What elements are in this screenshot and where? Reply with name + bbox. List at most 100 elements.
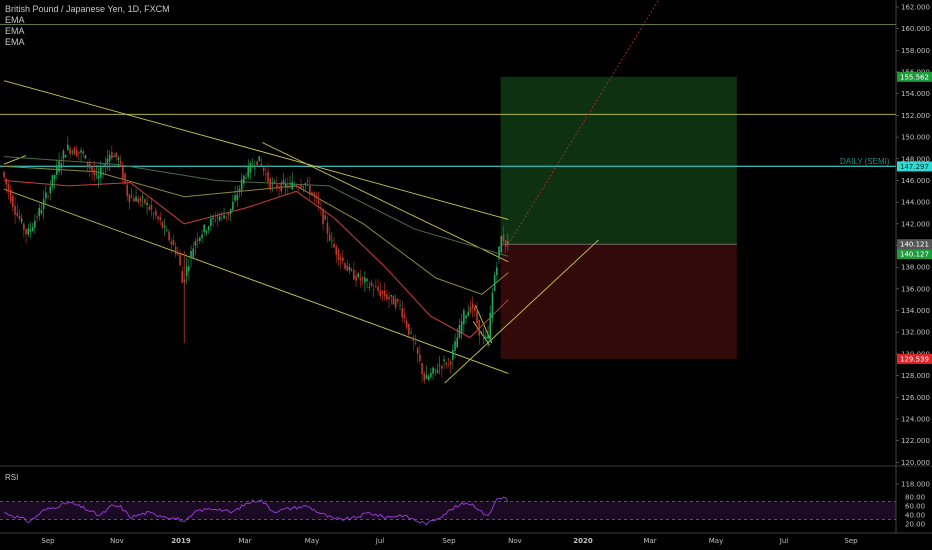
candle-body — [249, 163, 252, 173]
candle-body — [31, 227, 34, 232]
candle-body — [254, 167, 256, 169]
candle-body — [485, 336, 487, 339]
candle-body — [491, 292, 494, 319]
ema-label-1[interactable]: EMA — [5, 15, 25, 25]
candle-body — [458, 325, 461, 338]
time-tick-label: Sep — [41, 537, 55, 545]
candle-body — [390, 294, 393, 297]
candle-body — [192, 248, 195, 258]
candle-body — [117, 157, 120, 160]
candle-body — [423, 373, 426, 381]
time-tick-label: Jul — [779, 537, 789, 545]
price-tick-label: 148.000 — [901, 155, 930, 163]
candle-body — [432, 367, 434, 374]
trend-line — [472, 321, 491, 346]
rsi-tick-label: 20.00 — [905, 521, 925, 529]
candle-body — [67, 144, 69, 150]
rsi-panel — [0, 465, 932, 526]
candle-body — [482, 334, 485, 338]
price-tick-label: 134.000 — [901, 307, 930, 315]
candle-body — [73, 147, 76, 155]
candle-body — [487, 334, 489, 339]
candle-body — [49, 186, 52, 194]
ema-lines — [4, 156, 509, 339]
trend-line — [3, 188, 509, 374]
price-tick-label: 120.000 — [901, 459, 930, 467]
candle-body — [159, 217, 162, 220]
price-tick-label: 122.000 — [901, 437, 930, 445]
candle-body — [119, 160, 122, 164]
candle-body — [188, 266, 190, 271]
candle-body — [478, 320, 481, 336]
trend-line — [3, 155, 27, 165]
candle-body — [344, 262, 346, 269]
daily-semi-annotation: DAILY (SEMI) — [840, 157, 890, 166]
symbol-title[interactable]: British Pound / Japanese Yen, 1D, FXCM — [5, 4, 170, 14]
price-badge — [897, 353, 932, 364]
candle-body — [179, 254, 181, 266]
candle-body — [181, 270, 184, 283]
candle-body — [95, 173, 98, 176]
candle-body — [124, 173, 126, 184]
candle-body — [289, 182, 291, 184]
candle-body — [320, 207, 322, 209]
candle-body — [326, 222, 329, 234]
rsi-label[interactable]: RSI — [5, 473, 19, 482]
candle-body — [315, 195, 318, 197]
candle-body — [333, 243, 335, 248]
time-tick-label: Mar — [643, 537, 656, 545]
candle-body — [71, 151, 74, 153]
candle-body — [379, 290, 382, 296]
candle-body — [91, 166, 93, 172]
price-badge — [897, 161, 932, 172]
price-tick-label: 118.000 — [901, 481, 930, 489]
ema-label-2[interactable]: EMA — [5, 26, 25, 36]
candle-body — [273, 181, 276, 183]
rsi-line — [4, 496, 509, 526]
candle-body — [474, 306, 476, 312]
candle-body — [476, 311, 478, 324]
candle-body — [225, 215, 228, 217]
price-tick-label: 158.000 — [901, 47, 930, 55]
candle-body — [97, 175, 100, 179]
candle-body — [366, 279, 368, 281]
candle-body — [386, 294, 388, 300]
candle-body — [337, 249, 340, 261]
candle-body — [293, 185, 296, 187]
candle-body — [80, 150, 82, 153]
candle-body — [375, 286, 377, 287]
candle-body — [190, 251, 192, 259]
candle-body — [229, 209, 232, 214]
candle-body — [430, 372, 432, 378]
candle-body — [148, 206, 151, 210]
candle-body — [172, 240, 175, 246]
candle-body — [447, 358, 450, 360]
candle-body — [7, 183, 10, 192]
candle-body — [445, 363, 448, 365]
candle-body — [201, 234, 203, 239]
position-box — [500, 76, 737, 359]
candle-body — [82, 151, 85, 154]
candle-body — [62, 150, 65, 159]
time-tick-label: Mar — [238, 537, 251, 545]
candle-body — [295, 185, 298, 187]
price-tick-label: 144.000 — [901, 199, 930, 207]
candle-body — [469, 306, 472, 313]
candle-body — [111, 152, 113, 159]
candle-body — [467, 311, 470, 317]
candle-body — [427, 376, 430, 380]
candle-body — [346, 265, 349, 271]
price-badge — [897, 71, 932, 82]
projection-line — [507, 0, 660, 245]
candle-body — [135, 196, 137, 202]
candle-body — [238, 188, 241, 191]
ema-label-3[interactable]: EMA — [5, 37, 25, 47]
ema-line — [4, 156, 509, 257]
candle-body — [174, 246, 177, 255]
candle-body — [251, 166, 254, 168]
candle-body — [313, 192, 316, 196]
candle-body — [414, 343, 417, 345]
candle-body — [496, 267, 498, 276]
price-tick-label: 146.000 — [901, 177, 930, 185]
